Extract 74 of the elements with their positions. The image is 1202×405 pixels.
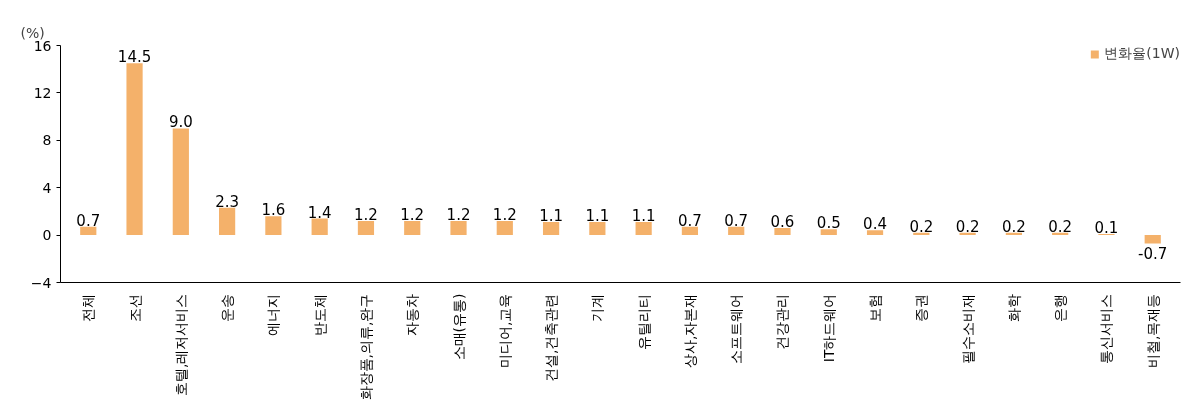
x-tick-label: 상사,자본재 <box>681 293 698 368</box>
x-tick-label: 전체 <box>80 293 97 322</box>
x-tick-label: 호텔,레저서비스 <box>172 293 189 396</box>
data-label: 0.5 <box>816 214 841 233</box>
data-label: 1.1 <box>539 207 564 226</box>
data-label: 1.4 <box>307 203 332 222</box>
x-tick-label: 통신서비스 <box>1098 293 1115 364</box>
data-label: 1.2 <box>400 205 425 224</box>
x-tick-label: 소매(유통) <box>450 293 467 361</box>
y-tick-label: 4 <box>42 179 52 196</box>
x-tick-label: 건강관리 <box>774 293 791 350</box>
y-tick-label: 12 <box>33 84 52 101</box>
data-label: 1.2 <box>446 205 471 224</box>
bar <box>728 226 745 236</box>
y-tick-label: −4 <box>30 274 52 291</box>
x-tick-label: 보험 <box>867 293 884 322</box>
x-tick-label: 기계 <box>589 293 606 322</box>
bar <box>866 230 884 236</box>
data-label: 1.2 <box>354 205 378 224</box>
data-label: 0.2 <box>955 217 980 236</box>
bar <box>172 128 189 236</box>
y-axis-title: (%) <box>20 24 45 41</box>
bar <box>681 226 699 236</box>
x-tick-label: IT하드웨어 <box>820 293 837 363</box>
data-label: 1.1 <box>585 207 610 226</box>
y-tick-label: 8 <box>42 132 52 149</box>
data-label: 1.1 <box>631 207 656 226</box>
data-label: -0.7 <box>1138 245 1168 264</box>
data-label: 0.2 <box>909 217 934 236</box>
x-tick-label: 반도체 <box>311 293 328 336</box>
bar <box>635 222 652 236</box>
data-label: 0.2 <box>1048 217 1073 236</box>
x-tick-label: 소프트웨어 <box>728 293 745 364</box>
data-label: 1.2 <box>492 205 517 224</box>
bar <box>496 220 513 236</box>
bar <box>542 222 560 236</box>
data-label: 0.7 <box>76 211 101 230</box>
bar <box>404 220 421 236</box>
bar <box>589 222 606 236</box>
bar <box>357 220 375 236</box>
bar <box>450 220 467 236</box>
legend-label: 변화율(1W) <box>1104 45 1180 63</box>
x-tick-label: 유틸리티 <box>635 293 652 350</box>
x-tick-label: 건설,건축관련 <box>543 293 560 382</box>
bar <box>126 63 143 236</box>
bar <box>311 218 328 236</box>
x-tick-label: 에너지 <box>265 293 282 336</box>
x-tick-label: 필수소비재 <box>959 293 976 364</box>
x-tick-label: 화장품,의류,완구 <box>357 293 374 401</box>
bar <box>774 227 791 236</box>
data-label: 2.3 <box>215 192 240 211</box>
data-label: 0.2 <box>1001 217 1026 236</box>
x-tick-label: 미디어,교육 <box>496 293 513 368</box>
x-tick-label: 비철,목재등 <box>1144 293 1161 368</box>
x-tick-label: 화학 <box>1005 293 1022 322</box>
data-label: 9.0 <box>168 113 193 132</box>
y-tick-label: 0 <box>42 227 52 244</box>
x-tick-label: 운송 <box>219 293 236 322</box>
data-label: 0.4 <box>863 215 887 234</box>
bar <box>1144 235 1161 244</box>
bar <box>265 216 282 236</box>
x-tick-label: 조선 <box>126 293 143 322</box>
x-tick-label: 자동차 <box>404 293 421 336</box>
data-label: 0.1 <box>1094 218 1119 237</box>
data-label: 0.6 <box>770 212 795 231</box>
bar <box>219 207 236 236</box>
data-label: 0.7 <box>677 211 702 230</box>
x-tick-label: 은행 <box>1052 293 1069 322</box>
bar <box>820 229 837 236</box>
x-tick-label: 증권 <box>913 293 930 322</box>
bar <box>80 226 97 236</box>
data-label: 14.5 <box>117 48 152 67</box>
data-label: 0.7 <box>724 211 749 230</box>
data-label: 1.6 <box>261 201 286 220</box>
